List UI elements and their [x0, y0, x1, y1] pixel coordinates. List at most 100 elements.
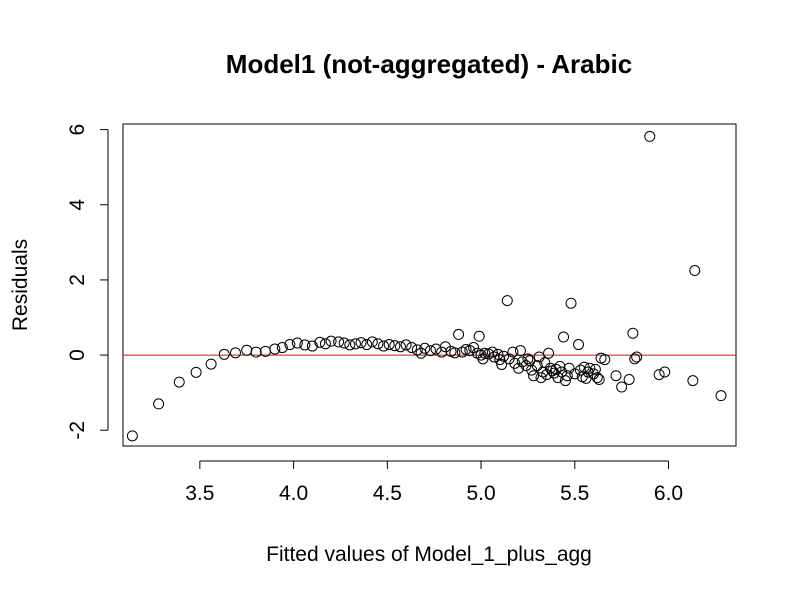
- y-tick-label: 4: [66, 199, 89, 211]
- data-point: [153, 398, 165, 410]
- data-point: [338, 337, 350, 349]
- data-point: [424, 345, 436, 357]
- data-point: [563, 362, 575, 374]
- data-point: [589, 363, 601, 375]
- x-tick-label: 5.5: [560, 482, 589, 505]
- data-point: [361, 339, 373, 351]
- data-point: [389, 340, 401, 352]
- data-point: [241, 344, 253, 356]
- data-point: [473, 330, 485, 342]
- data-point: [319, 338, 331, 350]
- data-point: [349, 338, 361, 350]
- data-point: [250, 346, 262, 358]
- data-point: [550, 363, 562, 375]
- chart-title: Model1 (not-aggregated) - Arabic: [226, 49, 632, 79]
- data-point: [565, 297, 577, 309]
- data-point: [522, 353, 534, 365]
- data-point: [492, 348, 504, 360]
- data-point: [498, 350, 510, 362]
- data-point: [528, 370, 540, 382]
- x-axis: 3.5 4.0 4.5 5.0 5.5 6.0: [185, 460, 683, 505]
- data-point: [558, 331, 570, 343]
- data-point: [627, 327, 639, 339]
- data-point: [514, 345, 526, 357]
- data-point: [591, 372, 603, 384]
- data-point: [616, 381, 628, 393]
- data-point: [430, 343, 442, 355]
- data-point: [383, 339, 395, 351]
- data-point: [468, 342, 480, 354]
- data-point: [569, 368, 581, 380]
- data-point: [486, 346, 498, 358]
- data-point: [269, 343, 281, 355]
- data-point: [355, 337, 367, 349]
- data-point: [513, 362, 525, 374]
- data-point: [494, 354, 506, 366]
- data-point: [479, 347, 491, 359]
- data-point: [599, 354, 611, 366]
- data-point: [190, 366, 202, 378]
- data-point: [453, 328, 465, 340]
- data-point: [366, 336, 378, 348]
- data-point: [501, 295, 513, 307]
- x-tick-label: 5.0: [466, 482, 495, 505]
- data-point: [406, 342, 418, 354]
- data-point: [580, 372, 592, 384]
- data-point: [229, 347, 241, 359]
- data-point: [411, 344, 423, 356]
- data-point: [561, 370, 573, 382]
- data-point: [218, 348, 230, 360]
- data-point: [573, 339, 585, 351]
- x-tick-label: 3.5: [185, 482, 214, 505]
- plot-frame: [122, 123, 737, 447]
- data-point: [394, 341, 406, 353]
- data-point: [173, 376, 185, 388]
- data-point: [541, 369, 553, 381]
- data-point: [291, 337, 303, 349]
- data-point: [419, 342, 431, 354]
- data-point: [533, 351, 545, 363]
- data-point: [333, 336, 345, 348]
- data-point: [644, 130, 656, 142]
- data-point: [715, 390, 727, 402]
- data-point: [531, 360, 543, 372]
- data-point: [284, 339, 296, 351]
- data-point: [449, 347, 461, 359]
- data-point: [205, 358, 217, 370]
- data-point: [623, 373, 635, 385]
- data-point: [344, 339, 356, 351]
- x-tick-label: 6.0: [654, 482, 683, 505]
- data-point: [687, 375, 699, 387]
- data-point: [496, 358, 508, 370]
- data-point: [535, 372, 547, 384]
- data-point: [400, 339, 412, 351]
- x-tick-label: 4.5: [373, 482, 402, 505]
- data-point: [372, 338, 384, 350]
- y-axis: -2 0 2 4 6: [66, 124, 109, 440]
- data-point: [516, 356, 528, 368]
- data-point: [539, 357, 551, 369]
- data-point: [276, 342, 288, 354]
- y-tick-label: 0: [66, 349, 89, 361]
- data-point: [559, 375, 571, 387]
- y-tick-label: 2: [66, 274, 89, 286]
- data-point: [593, 373, 605, 385]
- data-point: [325, 335, 337, 347]
- data-point: [507, 346, 519, 358]
- data-point: [659, 366, 671, 378]
- data-point: [543, 347, 555, 359]
- x-axis-label: Fitted values of Model_1_plus_agg: [266, 543, 592, 566]
- data-point: [584, 362, 596, 374]
- data-point: [689, 265, 701, 277]
- y-tick-label: -2: [66, 421, 89, 440]
- x-tick-label: 4.0: [279, 482, 308, 505]
- data-point: [456, 346, 468, 358]
- data-point: [378, 340, 390, 352]
- data-point: [629, 353, 641, 365]
- data-point: [126, 430, 138, 442]
- y-tick-label: 6: [66, 124, 89, 136]
- y-axis-label: Residuals: [9, 239, 32, 331]
- data-point: [464, 345, 476, 357]
- data-point: [488, 351, 500, 363]
